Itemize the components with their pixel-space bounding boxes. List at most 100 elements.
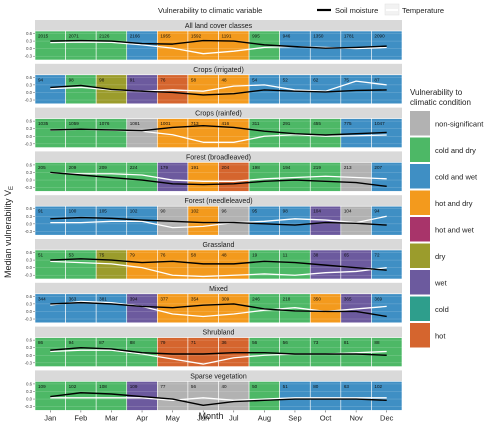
condition-tile bbox=[218, 293, 250, 324]
count-label: 76 bbox=[160, 253, 166, 258]
y-tick-label: 0.3 bbox=[26, 170, 32, 175]
y-tick-label: 0.6 bbox=[26, 162, 32, 167]
condition-tile bbox=[371, 249, 403, 280]
count-label: 713 bbox=[191, 121, 199, 126]
condition-tile bbox=[157, 162, 189, 192]
count-label: 109 bbox=[38, 384, 46, 389]
soil-moisture-series-line bbox=[50, 171, 387, 188]
count-label: 62 bbox=[313, 77, 319, 82]
panel-strip bbox=[35, 239, 402, 250]
count-label: 100 bbox=[69, 209, 77, 214]
temperature-series-line bbox=[50, 172, 387, 182]
condition-tile bbox=[34, 249, 66, 280]
panel-strip bbox=[35, 282, 402, 294]
count-label: 72 bbox=[374, 253, 380, 258]
panel: Forest (needleleaved) 91 100 105 102 90 102 96 9… bbox=[25, 195, 403, 236]
month-label: Oct bbox=[320, 413, 333, 422]
y-tick-label: 0.0 bbox=[26, 46, 32, 51]
count-label: 94 bbox=[38, 77, 44, 82]
count-label: 48 bbox=[222, 77, 228, 82]
legend-label: hot and dry bbox=[435, 199, 473, 208]
count-label: 365 bbox=[344, 296, 352, 301]
count-label: 198 bbox=[252, 165, 260, 170]
count-label: 71 bbox=[191, 340, 197, 345]
count-label: 98 bbox=[283, 209, 289, 214]
panel-strip bbox=[35, 326, 402, 338]
condition-tile bbox=[279, 205, 311, 236]
month-label: Aug bbox=[258, 413, 271, 422]
y-tick-label: -0.3 bbox=[25, 404, 33, 409]
y-tick-label: 0.0 bbox=[26, 265, 32, 270]
y-tick-label: 0.6 bbox=[26, 338, 32, 343]
count-label: 36 bbox=[222, 340, 228, 345]
count-label: 102 bbox=[130, 209, 138, 214]
legend-swatch bbox=[410, 270, 430, 295]
condition-tile bbox=[95, 381, 128, 411]
y-tick-label: 0.0 bbox=[26, 309, 32, 314]
condition-tile bbox=[309, 293, 342, 324]
x-axis-title: Month bbox=[198, 411, 223, 421]
panel-title: Forest (needleleaved) bbox=[184, 198, 252, 205]
count-label: 1350 bbox=[313, 34, 324, 39]
count-label: 219 bbox=[313, 165, 321, 170]
y-tick-label: 0.6 bbox=[26, 75, 32, 80]
count-label: 2015 bbox=[38, 34, 49, 39]
count-label: 191 bbox=[191, 165, 199, 170]
count-label: 51 bbox=[283, 384, 289, 389]
panel: Grassland 51 53 75 79 76 58 48 19 11 38 65 72 0.6 0.3 0… bbox=[25, 239, 403, 280]
y-tick-label: 0.3 bbox=[26, 39, 32, 44]
panel-strip bbox=[35, 63, 402, 75]
tile-legend-title-line: climatic condition bbox=[410, 98, 471, 107]
panel: Forest (broadleaved) 205 209 209 224 179 191 20… bbox=[25, 151, 403, 192]
y-tick-label: -0.3 bbox=[25, 98, 33, 103]
count-label: 2166 bbox=[130, 34, 141, 39]
soil-moisture-series-line bbox=[50, 301, 387, 318]
y-tick-label: -0.3 bbox=[25, 360, 33, 365]
y-tick-label: -0.3 bbox=[25, 141, 33, 146]
condition-tile bbox=[95, 118, 128, 148]
count-label: 205 bbox=[38, 165, 46, 170]
condition-tile bbox=[309, 118, 342, 148]
count-label: 51 bbox=[38, 253, 44, 258]
panel-strip bbox=[35, 151, 402, 163]
count-label: 394 bbox=[130, 296, 138, 301]
condition-tile bbox=[340, 30, 372, 61]
legend-swatch bbox=[410, 243, 430, 268]
condition-tile bbox=[218, 205, 250, 236]
y-tick-label: 0.3 bbox=[26, 82, 32, 87]
tile-legend: Vulnerability to climatic condition non-s… bbox=[410, 88, 484, 348]
y-tick-label: 0.0 bbox=[26, 90, 32, 95]
condition-tile bbox=[34, 337, 66, 367]
panel-strip bbox=[35, 195, 402, 207]
count-label: 87 bbox=[99, 340, 105, 345]
legend-label: cold and dry bbox=[435, 146, 476, 155]
y-tick-label: 0.6 bbox=[26, 119, 32, 124]
condition-tile bbox=[187, 205, 219, 236]
condition-tile bbox=[218, 381, 250, 411]
condition-tile bbox=[309, 74, 342, 105]
soil-moisture-series-line bbox=[50, 216, 387, 226]
count-label: 381 bbox=[99, 296, 107, 301]
condition-tile bbox=[187, 293, 219, 324]
y-tick-label: 0.6 bbox=[26, 31, 32, 36]
count-label: 98 bbox=[69, 77, 75, 82]
top-legend-title: Vulnerability to climatic variable bbox=[158, 6, 262, 15]
count-label: 56 bbox=[283, 340, 289, 345]
y-tick-label: -0.3 bbox=[25, 54, 33, 59]
x-axis: Jan Feb Mar Apr May Jun Jul Aug Sep Oct Nov Dec bbox=[44, 410, 394, 422]
condition-tile bbox=[218, 30, 250, 61]
panel-title: Mixed bbox=[209, 286, 228, 293]
count-label: 102 bbox=[69, 384, 77, 389]
legend-label: non-significant bbox=[435, 119, 484, 128]
count-label: 87 bbox=[374, 77, 380, 82]
temperature-series-line bbox=[50, 397, 387, 401]
count-label: 58 bbox=[191, 77, 197, 82]
panel-title: Crops (rainfed) bbox=[195, 111, 242, 118]
panel: Shrubland 86 94 87 88 79 71 36 56 56 73 81 88 0.6 0.3 0… bbox=[25, 326, 403, 367]
condition-tile bbox=[340, 381, 372, 411]
tile-legend-title: Vulnerability to climatic condition bbox=[410, 88, 471, 107]
y-tick-label: 0.0 bbox=[26, 134, 32, 139]
panel: Sparse vegetation 109 102 108 109 77 56 40 50 51 8… bbox=[25, 370, 403, 411]
panel: Mixed 344 363 381 394 377 354 309 246 218 350 365 36… bbox=[25, 282, 403, 324]
